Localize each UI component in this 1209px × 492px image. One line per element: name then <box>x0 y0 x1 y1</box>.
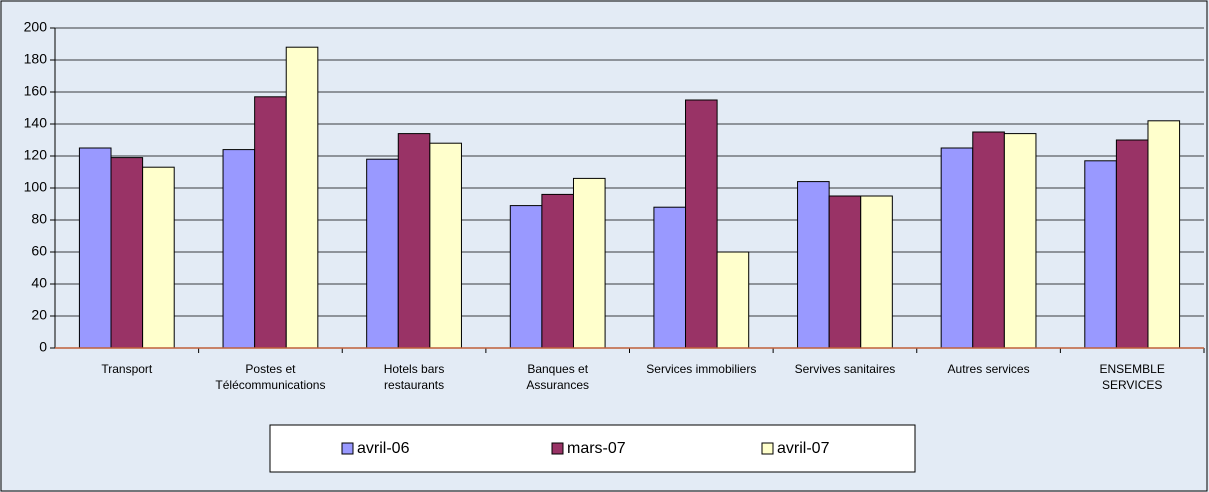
bar <box>222 149 256 349</box>
bar <box>940 147 974 349</box>
y-tick-label: 20 <box>31 307 47 323</box>
bar <box>429 142 462 349</box>
bar <box>572 177 606 349</box>
x-tick-label: Banques et Assurances <box>526 362 589 392</box>
x-tick-label: Transport <box>101 362 153 376</box>
legend-swatch <box>761 442 774 455</box>
y-tick-label: 40 <box>31 275 47 291</box>
x-tick-label: Hotels bars restaurants <box>384 362 445 392</box>
legend-swatch <box>551 442 564 455</box>
y-tick-label: 140 <box>24 115 48 131</box>
y-tick-label: 160 <box>24 83 48 99</box>
x-tick-label: ENSEMBLE SERVICES <box>1100 362 1165 392</box>
bar <box>653 206 687 349</box>
bar <box>972 131 1005 349</box>
y-tick-label: 60 <box>31 243 47 259</box>
bar <box>1003 133 1037 349</box>
bar <box>828 195 862 349</box>
legend-swatch <box>341 442 354 455</box>
bar <box>685 99 718 349</box>
legend-label: avril-07 <box>777 440 830 457</box>
bar <box>78 147 112 349</box>
x-tick-label: Autres services <box>948 362 1030 376</box>
bar <box>716 251 750 349</box>
bar <box>1084 160 1117 349</box>
y-tick-label: 80 <box>31 211 47 227</box>
bar <box>509 205 543 349</box>
legend-label: mars-07 <box>567 440 626 457</box>
x-tick-label: Servives sanitaires <box>795 362 896 376</box>
x-tick-label: Postes et Télécommunications <box>215 362 325 392</box>
bar <box>860 195 893 349</box>
y-tick-label: 100 <box>24 179 48 195</box>
bar <box>366 158 399 349</box>
y-tick-label: 180 <box>24 51 48 67</box>
y-tick-label: 200 <box>24 19 48 35</box>
legend-label: avril-06 <box>357 440 410 457</box>
bar <box>397 133 431 349</box>
bar <box>110 157 144 349</box>
x-tick-label: Services immobiliers <box>646 362 756 376</box>
bar <box>797 181 830 349</box>
bar <box>1147 120 1181 349</box>
bar <box>142 166 175 349</box>
bar <box>285 46 319 349</box>
bar <box>254 96 287 349</box>
legend-box <box>269 424 916 473</box>
y-tick-label: 120 <box>24 147 48 163</box>
y-tick-label: 0 <box>39 339 47 355</box>
bar <box>1115 139 1149 349</box>
bar <box>541 193 574 349</box>
